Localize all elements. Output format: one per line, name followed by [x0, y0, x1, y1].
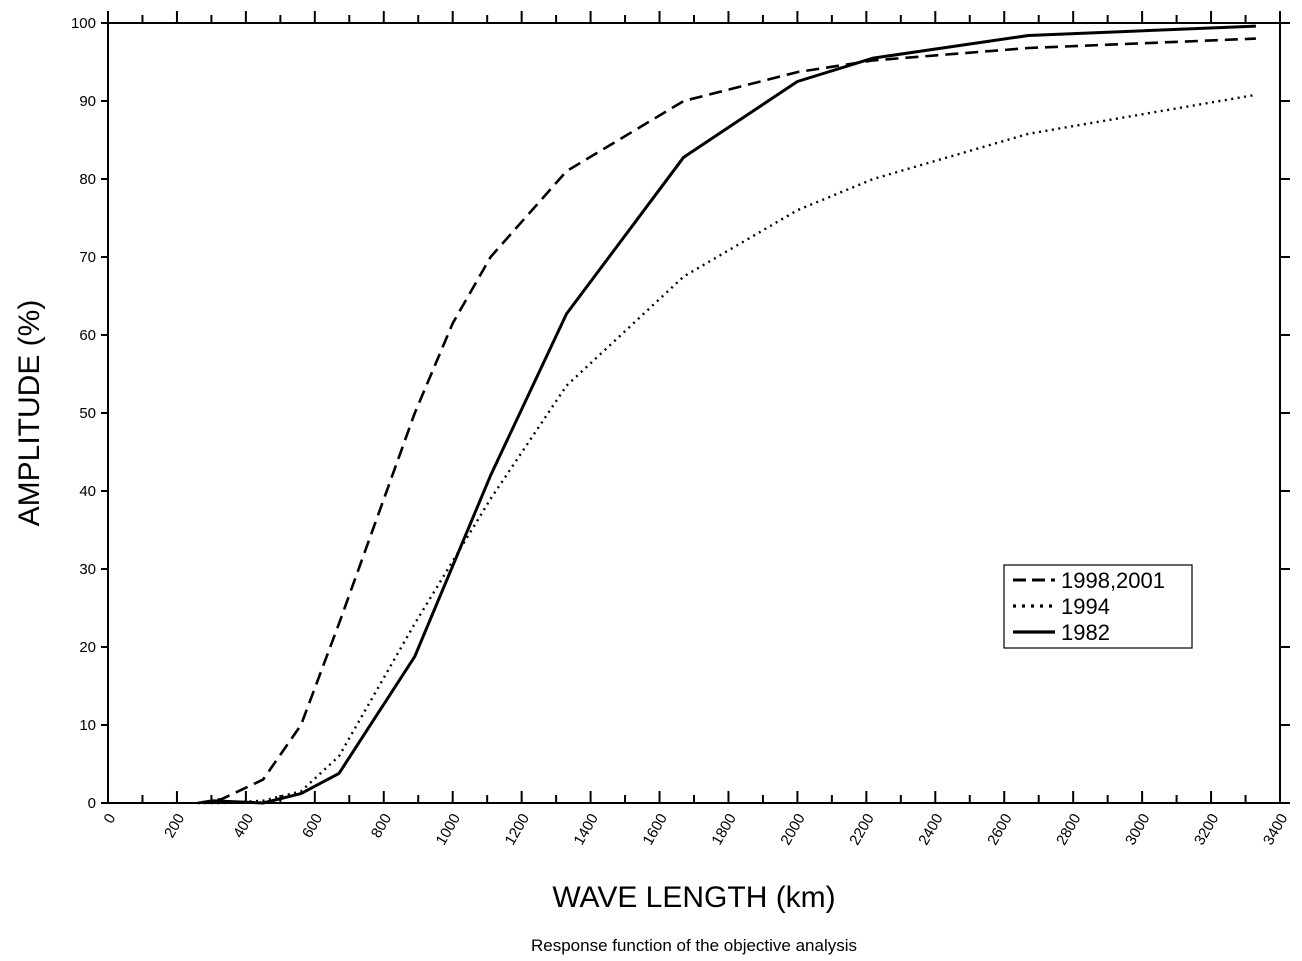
x-tick-label: 2400: [915, 811, 946, 848]
x-tick-label: 1000: [433, 811, 464, 848]
x-tick-label: 3000: [1122, 811, 1153, 848]
legend: 1998,2001 1994 1982: [1003, 564, 1193, 649]
y-tick-labels: 0 10 20 30 40 50 60 70 80 90 100: [71, 15, 96, 812]
x-tick-label: 400: [230, 811, 257, 841]
y-tick-label: 50: [79, 405, 96, 422]
series-lines: [197, 24, 1257, 805]
x-tick-label: 3400: [1260, 811, 1291, 848]
x-tick-label: 2600: [984, 811, 1015, 848]
y-tick-label: 10: [79, 717, 96, 734]
axis-ticks: [101, 11, 1290, 804]
legend-label-1994: 1994: [1061, 594, 1110, 619]
series-line-1998-2001: [197, 37, 1256, 805]
x-axis-title: WAVE LENGTH (km): [552, 881, 835, 914]
y-tick-label: 0: [88, 795, 96, 812]
y-axis-title: AMPLITUDE (%): [13, 300, 46, 527]
legend-label-1982: 1982: [1061, 620, 1110, 645]
x-tick-label: 1400: [571, 811, 602, 848]
x-tick-label: 1800: [708, 811, 739, 848]
x-tick-labels: 0 200 400 600 800 1000 1200 1400 1600 1800 2000 220…: [100, 811, 1291, 848]
series-line-1994: [197, 93, 1257, 805]
y-tick-label: 60: [79, 327, 96, 344]
x-tick-label: 800: [368, 811, 395, 841]
y-tick-label: 40: [79, 483, 96, 500]
y-tick-label: 30: [79, 561, 96, 578]
x-tick-label: 200: [161, 811, 188, 841]
y-tick-label: 90: [79, 93, 96, 110]
y-tick-label: 100: [71, 15, 96, 32]
x-tick-label: 1600: [639, 811, 670, 848]
x-tick-label: 2800: [1053, 811, 1084, 848]
x-tick-label: 1200: [502, 811, 533, 848]
chart-caption: Response function of the objective analy…: [531, 936, 857, 955]
x-tick-label: 2200: [846, 811, 877, 848]
x-tick-label: 0: [100, 811, 119, 827]
series-line-1982: [211, 24, 1256, 805]
legend-label-1998-2001: 1998,2001: [1061, 568, 1165, 593]
x-tick-label: 3200: [1191, 811, 1222, 848]
x-tick-label: 600: [299, 811, 326, 841]
y-tick-label: 80: [79, 171, 96, 188]
x-tick-label: 2000: [777, 811, 808, 848]
y-tick-label: 70: [79, 249, 96, 266]
y-tick-label: 20: [79, 639, 96, 656]
plot-frame: [107, 22, 1281, 804]
